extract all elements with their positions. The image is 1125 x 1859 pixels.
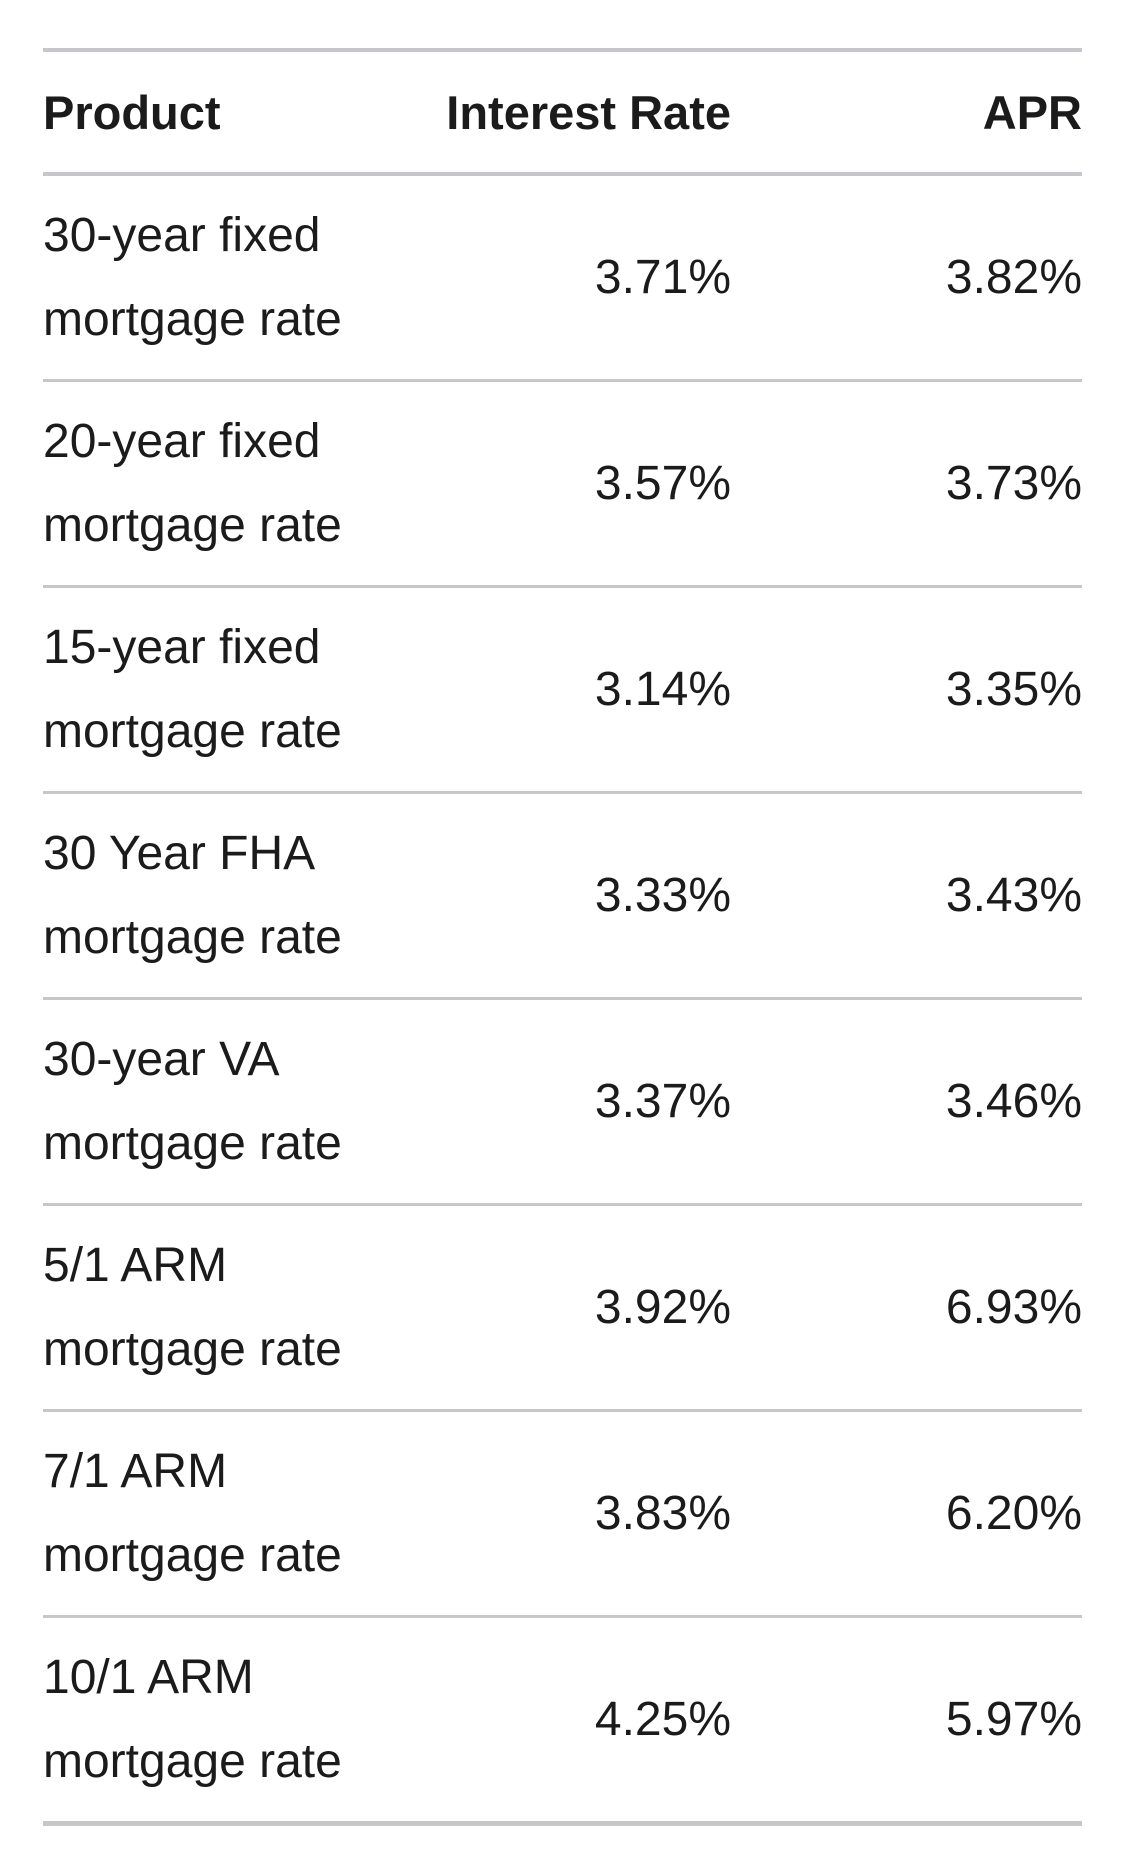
product-name-line1: 30-year VA	[43, 1032, 280, 1086]
table-row: 7/1 ARM mortgage rate 3.83% 6.20%	[43, 1412, 1082, 1618]
product-name-line1: 5/1 ARM	[43, 1238, 228, 1292]
product-name-line1: 30-year fixed	[43, 208, 321, 262]
apr-cell: 3.73%	[945, 457, 1082, 510]
mortgage-rates-table: Product Interest Rate APR 30-year fixed …	[43, 48, 1082, 1826]
product-cell: 30-year fixed mortgage rate	[43, 194, 433, 362]
product-name-line2: mortgage rate	[43, 704, 342, 758]
interest-rate-cell: 3.37%	[594, 1075, 731, 1128]
product-name-line1: 15-year fixed	[43, 620, 321, 674]
column-header-apr: APR	[982, 85, 1082, 139]
product-name-line1: 20-year fixed	[43, 414, 321, 468]
apr-cell: 5.97%	[945, 1693, 1082, 1746]
product-cell: 10/1 ARM mortgage rate	[43, 1636, 433, 1804]
table-header-row: Product Interest Rate APR	[43, 52, 1082, 176]
interest-rate-cell: 3.33%	[594, 869, 731, 922]
table-row: 30-year fixed mortgage rate 3.71% 3.82%	[43, 176, 1082, 382]
interest-rate-cell: 3.83%	[594, 1487, 731, 1540]
product-cell: 15-year fixed mortgage rate	[43, 606, 433, 774]
product-name-line1: 10/1 ARM	[43, 1650, 254, 1704]
column-header-interest-rate: Interest Rate	[446, 85, 731, 139]
apr-cell: 3.82%	[945, 251, 1082, 304]
table-row: 10/1 ARM mortgage rate 4.25% 5.97%	[43, 1618, 1082, 1821]
product-name-line2: mortgage rate	[43, 498, 342, 552]
product-cell: 30 Year FHA mortgage rate	[43, 812, 433, 980]
interest-rate-cell: 4.25%	[594, 1693, 731, 1746]
apr-cell: 3.43%	[945, 869, 1082, 922]
product-name-line2: mortgage rate	[43, 292, 342, 346]
apr-cell: 3.46%	[945, 1075, 1082, 1128]
apr-cell: 3.35%	[945, 663, 1082, 716]
table-row: 5/1 ARM mortgage rate 3.92% 6.93%	[43, 1206, 1082, 1412]
interest-rate-cell: 3.14%	[594, 663, 731, 716]
product-cell: 30-year VA mortgage rate	[43, 1018, 433, 1186]
product-name-line2: mortgage rate	[43, 1116, 342, 1170]
product-name-line2: mortgage rate	[43, 1322, 342, 1376]
product-name-line2: mortgage rate	[43, 910, 342, 964]
apr-cell: 6.93%	[945, 1281, 1082, 1334]
product-name-line2: mortgage rate	[43, 1528, 342, 1582]
product-name-line1: 30 Year FHA	[43, 826, 316, 880]
column-header-product: Product	[43, 85, 221, 139]
product-name-line2: mortgage rate	[43, 1734, 342, 1788]
table-row: 30-year VA mortgage rate 3.37% 3.46%	[43, 1000, 1082, 1206]
product-cell: 5/1 ARM mortgage rate	[43, 1224, 433, 1392]
interest-rate-cell: 3.57%	[594, 457, 731, 510]
product-cell: 7/1 ARM mortgage rate	[43, 1430, 433, 1598]
apr-cell: 6.20%	[945, 1487, 1082, 1540]
product-name-line1: 7/1 ARM	[43, 1444, 228, 1498]
table-row: 30 Year FHA mortgage rate 3.33% 3.43%	[43, 794, 1082, 1000]
interest-rate-cell: 3.71%	[594, 251, 731, 304]
table-row: 20-year fixed mortgage rate 3.57% 3.73%	[43, 382, 1082, 588]
table-row: 15-year fixed mortgage rate 3.14% 3.35%	[43, 588, 1082, 794]
product-cell: 20-year fixed mortgage rate	[43, 400, 433, 568]
interest-rate-cell: 3.92%	[594, 1281, 731, 1334]
